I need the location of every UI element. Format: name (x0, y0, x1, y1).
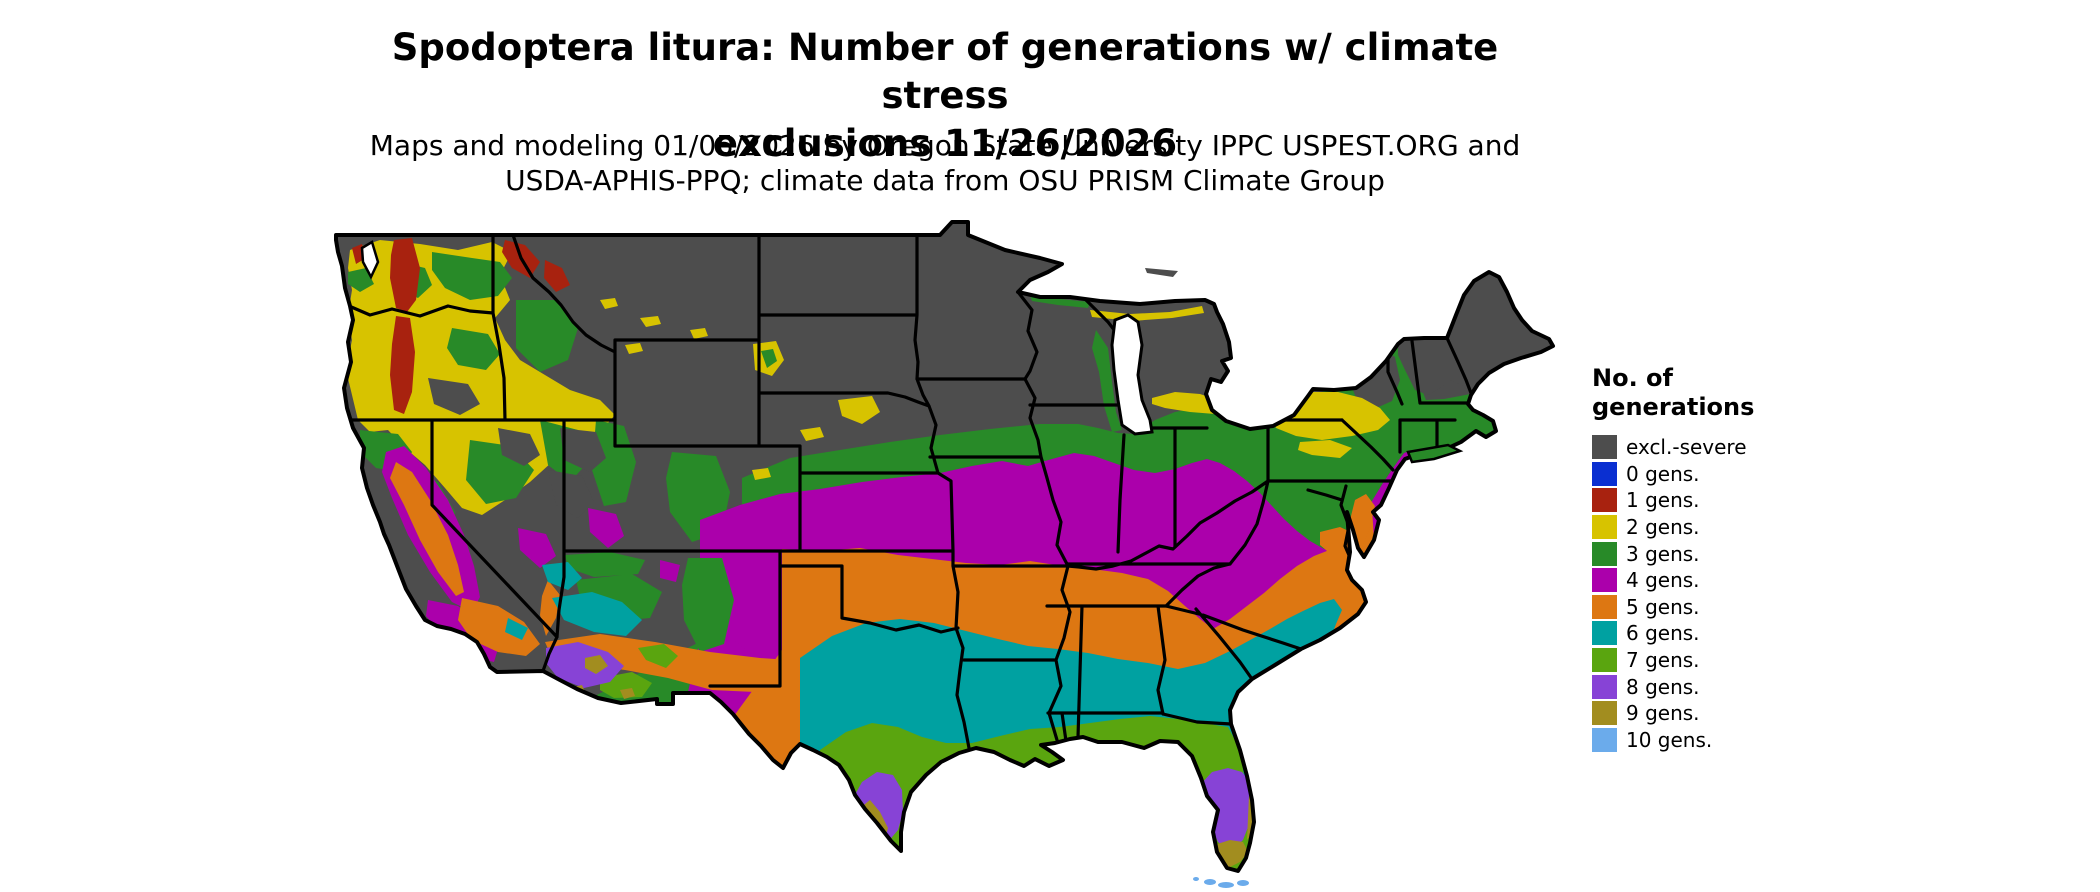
isle-royale (1145, 268, 1178, 277)
legend-label-0: excl.-severe (1626, 435, 1747, 460)
legend-swatch-6 (1592, 594, 1617, 619)
puget-sound (360, 240, 380, 280)
legend-label-2: 1 gens. (1626, 488, 1700, 513)
legend-item-9: 8 gens. (1592, 673, 1852, 700)
legend-swatch-9 (1592, 674, 1617, 699)
legend-item-5: 4 gens. (1592, 567, 1852, 594)
legend-swatch-2 (1592, 488, 1617, 513)
legend: No. of generations excl.-severe 0 gens. 1 … (1592, 364, 1852, 753)
legend-swatch-4 (1592, 541, 1617, 566)
legend-item-0: excl.-severe (1592, 434, 1852, 461)
legend-title-line1: No. of (1592, 364, 1673, 392)
subtitle-line2: USDA-APHIS-PPQ; climate data from OSU PR… (505, 164, 1385, 197)
long-island (1406, 443, 1464, 464)
legend-item-10: 9 gens. (1592, 700, 1852, 727)
legend-swatch-1 (1592, 461, 1617, 486)
legend-item-7: 6 gens. (1592, 620, 1852, 647)
page-title-line1: Spodoptera litura: Number of generations… (391, 26, 1499, 117)
legend-item-2: 1 gens. (1592, 487, 1852, 514)
legend-label-3: 2 gens. (1626, 515, 1700, 540)
legend-label-10: 9 gens. (1626, 701, 1700, 726)
legend-item-6: 5 gens. (1592, 594, 1852, 621)
map-colored-regions (336, 222, 1553, 871)
page-title-line2: exclusions 11/26/2026 (712, 122, 1178, 165)
florida-keys (1193, 877, 1249, 888)
conus-outline (334, 220, 1555, 873)
state-borders (344, 233, 1473, 750)
legend-item-8: 7 gens. (1592, 647, 1852, 674)
legend-label-4: 3 gens. (1626, 541, 1700, 566)
legend-swatch-0 (1592, 435, 1617, 460)
legend-item-1: 0 gens. (1592, 461, 1852, 488)
legend-label-1: 0 gens. (1626, 461, 1700, 486)
legend-swatch-7 (1592, 621, 1617, 646)
legend-label-5: 4 gens. (1626, 568, 1700, 593)
legend-swatch-10 (1592, 701, 1617, 726)
legend-items: excl.-severe 0 gens. 1 gens. 2 gens. 3 gens.… (1592, 434, 1852, 753)
legend-swatch-11 (1592, 727, 1617, 752)
legend-label-7: 6 gens. (1626, 621, 1700, 646)
legend-item-11: 10 gens. (1592, 727, 1852, 754)
legend-item-3: 2 gens. (1592, 514, 1852, 541)
legend-swatch-3 (1592, 515, 1617, 540)
lake-michigan (1110, 313, 1154, 436)
legend-swatch-8 (1592, 648, 1617, 673)
subtitle-line1: Maps and modeling 01/05/2026 by Oregon S… (369, 129, 1521, 162)
legend-title-line2: generations (1592, 393, 1755, 421)
legend-label-11: 10 gens. (1626, 727, 1713, 752)
legend-label-9: 8 gens. (1626, 674, 1700, 699)
legend-label-6: 5 gens. (1626, 594, 1700, 619)
legend-label-8: 7 gens. (1626, 648, 1700, 673)
subtitle-block: Maps and modeling 01/05/2026 by Oregon S… (340, 128, 1550, 198)
title-block: Spodoptera litura: Number of generations… (340, 24, 1550, 168)
legend-item-4: 3 gens. (1592, 540, 1852, 567)
legend-swatch-5 (1592, 568, 1617, 593)
